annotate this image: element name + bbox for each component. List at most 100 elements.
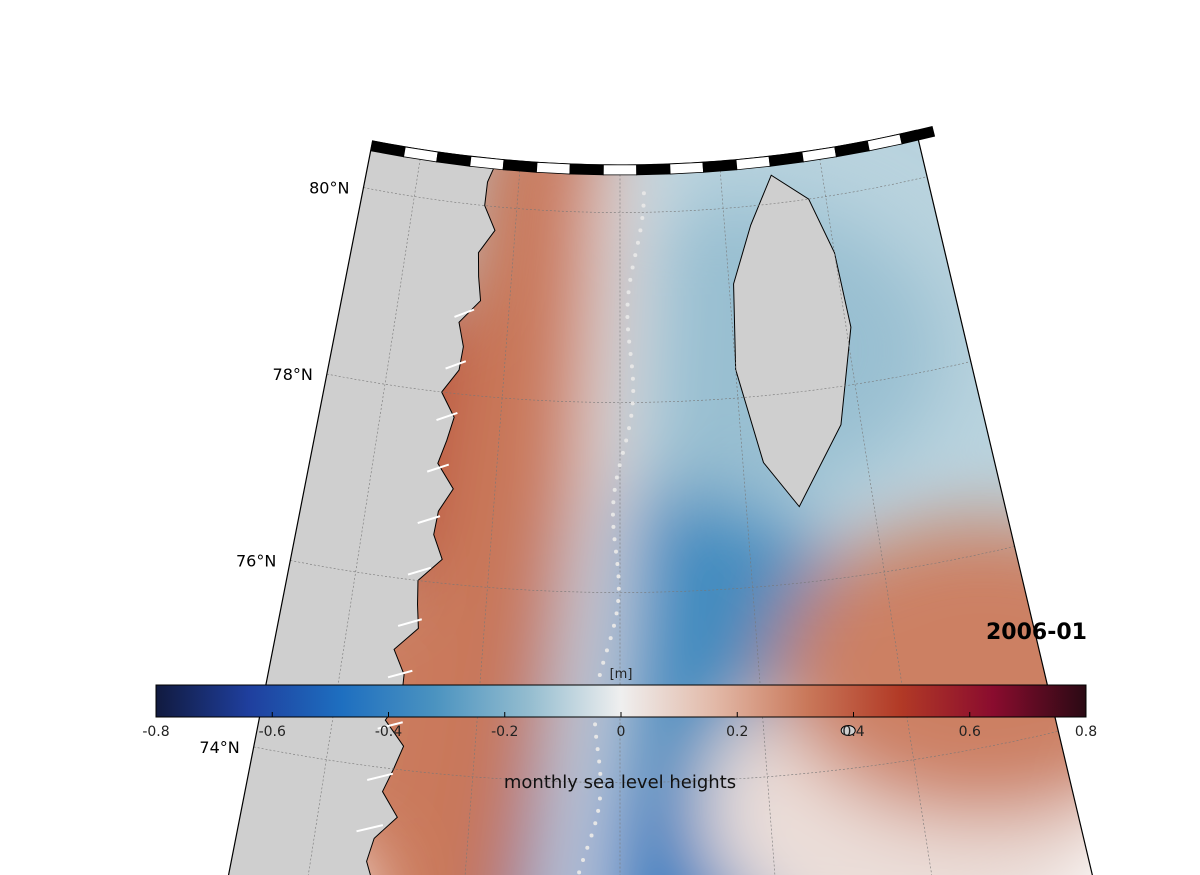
colorbar-ticks: -0.8 -0.6 -0.4 -0.2 0 0.2 0.4 0.6 0.8: [142, 712, 1097, 740]
track-dot: [581, 858, 586, 863]
track-dot: [593, 821, 598, 826]
frame-tick: [636, 163, 671, 176]
colorbar: [m] -0.8 -0.6 -0.4 -0.2 0 0.2 0.4 0.6 0.8: [142, 667, 1097, 740]
fjord: [407, 566, 432, 576]
frame-tick: [702, 159, 738, 173]
colorbar-tick-label: 0.6: [959, 724, 981, 740]
track-dot: [614, 611, 619, 616]
track-dot: [597, 796, 602, 801]
track-dot: [620, 450, 625, 455]
colorbar-unit: [m]: [610, 667, 633, 682]
sea-level-field: [217, 130, 1103, 875]
track-dot: [625, 302, 630, 307]
track-dot: [630, 401, 635, 406]
colorbar-tick-label: 0: [617, 724, 626, 740]
track-dot: [615, 561, 620, 566]
track-dot: [611, 500, 616, 505]
colorbar-tick-label: 0.4: [842, 724, 864, 740]
fjord: [377, 721, 403, 730]
frame-tick: [502, 159, 538, 173]
frame-tick: [569, 163, 604, 176]
track-dot: [617, 463, 622, 468]
track-dot: [597, 673, 602, 678]
bear-island: [840, 724, 856, 736]
meridian: [818, 149, 944, 875]
lat-label: 78°N: [273, 365, 313, 384]
lat-label: 80°N: [309, 179, 349, 198]
lat-label: 76°N: [236, 551, 276, 570]
track-dot: [613, 549, 618, 554]
track-dot: [629, 364, 634, 369]
track-dot: [612, 487, 617, 492]
fjord: [454, 308, 475, 318]
track-dot: [585, 845, 590, 850]
meridian: [296, 149, 422, 875]
fjord: [387, 669, 413, 679]
parallel: [363, 176, 928, 213]
track-dot: [625, 314, 630, 319]
track-dot: [628, 352, 633, 357]
track-dot: [629, 413, 634, 418]
colorbar-tick-label: -0.4: [375, 724, 402, 740]
colorbar-tick-label: -0.6: [259, 724, 286, 740]
track-dot: [614, 475, 619, 480]
parallel: [326, 361, 971, 403]
track-dot: [630, 376, 635, 381]
frame-tick: [536, 161, 571, 175]
frame-tick: [669, 161, 704, 175]
meridian: [719, 161, 783, 875]
track-dot: [630, 265, 635, 270]
colorbar-tick-label: -0.2: [491, 724, 518, 740]
fjord: [397, 618, 423, 627]
track-dot: [616, 574, 621, 579]
track-dot: [640, 216, 645, 221]
parallel: [290, 546, 1015, 593]
track-dot: [641, 191, 646, 196]
track-dot: [595, 747, 600, 752]
map-frame: [227, 126, 1093, 875]
lat-label: 74°N: [199, 738, 239, 757]
caption: monthly sea level heights: [503, 772, 737, 793]
greenland-coast: [217, 130, 499, 875]
track-dot: [627, 339, 632, 344]
track-dot: [624, 438, 629, 443]
track-dot: [597, 759, 602, 764]
track-dot: [610, 512, 615, 517]
track-dot: [633, 253, 638, 258]
fjord: [426, 463, 450, 473]
date-label: 2006-01: [986, 620, 1087, 645]
track-dot: [593, 722, 598, 727]
fjord: [366, 772, 394, 781]
positive-anomaly-band: [356, 130, 622, 875]
colorbar-bar: [155, 684, 1087, 718]
colorbar-tick-label: 0.8: [1075, 724, 1097, 740]
track-dot: [635, 240, 640, 245]
colorbar-tick-label: 0.2: [726, 724, 748, 740]
fjord: [356, 824, 384, 833]
fjord: [445, 360, 467, 370]
parallel: [253, 731, 1059, 783]
track-dot: [604, 648, 609, 653]
zero-contour-band: [545, 144, 646, 875]
track-dot: [594, 734, 599, 739]
track-dot: [616, 599, 621, 604]
frame-tick: [602, 164, 638, 176]
track-dot: [598, 784, 603, 789]
track-dot: [626, 327, 631, 332]
fjord: [417, 515, 441, 525]
track-dot: [616, 586, 621, 591]
track-dot: [577, 870, 582, 875]
fjord: [436, 411, 458, 422]
track-dot: [589, 833, 594, 838]
axis-labels: 72°N74°N76°N78°N80°N24°W12°W0°12°E24°E: [199, 179, 349, 757]
track-dot: [601, 660, 606, 665]
track-dot: [626, 290, 631, 295]
land-masses: [217, 130, 856, 875]
track-dot: [596, 808, 601, 813]
track-dot: [627, 426, 632, 431]
track-dot: [611, 524, 616, 529]
track-dot: [628, 277, 633, 282]
track-dot: [611, 623, 616, 628]
track-dot: [608, 636, 613, 641]
